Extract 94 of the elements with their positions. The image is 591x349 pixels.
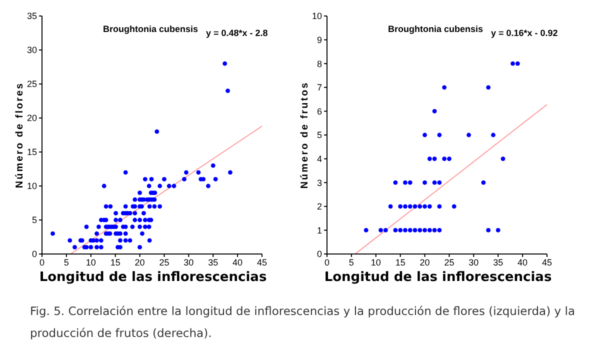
point [496,228,500,232]
annotation: Broughtonia cubensis [388,24,484,34]
point [437,180,442,185]
point [500,156,506,161]
x-tick-label: 30 [468,257,479,268]
y-tick-label: 35 [26,11,37,22]
x-tick-label: 45 [256,257,268,268]
point [408,180,412,185]
x-tick-label: 0 [324,257,330,268]
point [403,180,408,185]
point [432,156,437,161]
point [408,204,412,209]
caption: Fig. 5. Correlación entre la longitud de inflorescencias y la producción de flores (izquierda) y la producción de frutos (derecha). [30,303,575,342]
x-tick-label: 25 [159,257,170,268]
x-tick-label: 5 [64,257,69,268]
x-axis-title: Longitud de las inflorescencias [323,270,553,285]
y-tick-label: 5 [32,215,37,226]
x-tick-label: 30 [184,257,194,268]
point [442,156,447,161]
point [486,85,491,90]
point [437,228,442,232]
x-tick-label: 35 [493,257,504,268]
y-tick-label: 0 [32,249,37,260]
y-tick-label: 10 [312,11,322,22]
point [437,132,442,138]
x-tick-label: 25 [444,257,454,268]
point [383,228,388,232]
point [510,61,515,66]
y-tick-label: 3 [316,178,322,188]
y-tick-label: 15 [26,147,37,158]
y-tick-label: 20 [26,113,37,124]
point [432,228,437,232]
y-tick-label: 5 [316,130,322,140]
x-tick-label: 40 [232,257,243,268]
y-tick-label: 8 [316,58,322,69]
point [398,204,403,209]
x-tick-label: 20 [420,257,430,268]
point [422,132,427,138]
point [422,228,427,232]
point [422,180,427,185]
y-tick-label: 25 [26,79,37,90]
point [515,61,520,66]
x-tick-label: 5 [348,257,354,268]
point [393,228,398,232]
y-tick-label: 9 [316,34,322,45]
y-tick-label: 6 [316,106,322,116]
point [447,156,452,161]
point [412,204,418,209]
x-tick-label: 15 [110,257,120,268]
annotation: y = 0.16*x - 0.92 [491,28,558,38]
y-tick-label: 4 [316,154,322,164]
point [422,204,427,209]
point [432,180,437,185]
point [466,132,471,138]
point [418,204,422,209]
point [403,228,408,232]
point [427,228,432,232]
x-axis-title: Longitud de las inflorescencias [38,270,268,285]
point [452,204,456,209]
y-tick-label: 10 [26,181,37,192]
point [378,228,383,232]
point [427,156,432,161]
point [408,228,412,232]
point [388,204,393,209]
point [437,204,442,209]
x-tick-label: 20 [134,257,145,268]
annotation: y = 0.48*x - 2.8 [206,28,268,38]
point [398,228,403,232]
point [427,204,432,209]
x-tick-label: 10 [370,257,381,268]
point [412,228,418,232]
point [418,228,422,232]
point [393,180,398,185]
point [432,109,437,114]
y-tick-label: 0 [316,249,322,260]
y-tick-label: 2 [316,202,322,212]
y-tick-label: 7 [316,82,322,93]
point [364,228,368,232]
x-tick-label: 35 [208,257,218,268]
y-tick-label: 30 [26,45,37,56]
x-tick-label: 45 [542,257,552,268]
point [403,204,408,209]
x-tick-label: 0 [39,257,45,268]
x-tick-label: 15 [395,257,406,268]
point [486,228,491,232]
annotation: Broughtonia cubensis [103,24,198,34]
point [442,85,447,90]
point [481,180,486,185]
y-axis-title: Número de flores [14,82,26,188]
x-tick-label: 40 [518,257,528,268]
y-axis-title: Número de frutos [300,81,310,189]
y-tick-label: 1 [316,225,322,236]
x-tick-label: 10 [86,257,96,268]
point [491,132,496,138]
